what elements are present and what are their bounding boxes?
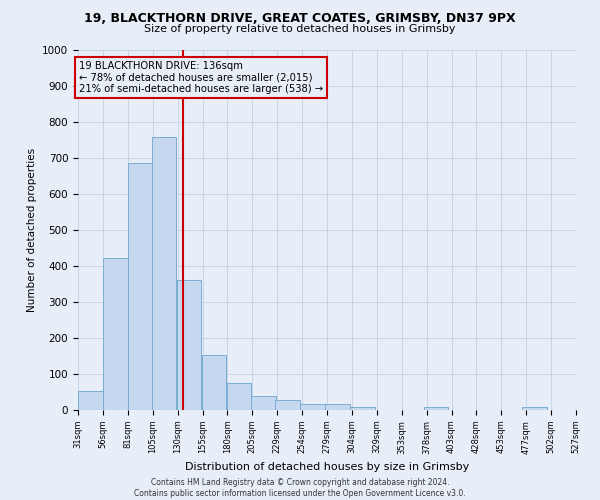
Bar	[523, 407, 547, 410]
Bar	[325, 404, 350, 410]
Y-axis label: Number of detached properties: Number of detached properties	[26, 148, 37, 312]
Bar	[78, 392, 103, 410]
Text: 19 BLACKTHORN DRIVE: 136sqm
← 78% of detached houses are smaller (2,015)
21% of : 19 BLACKTHORN DRIVE: 136sqm ← 78% of det…	[79, 61, 323, 94]
Bar	[275, 400, 300, 410]
Bar	[128, 163, 152, 410]
Bar	[424, 407, 448, 410]
Text: 19, BLACKTHORN DRIVE, GREAT COATES, GRIMSBY, DN37 9PX: 19, BLACKTHORN DRIVE, GREAT COATES, GRIM…	[84, 12, 516, 26]
X-axis label: Distribution of detached houses by size in Grimsby: Distribution of detached houses by size …	[185, 462, 469, 472]
Bar	[350, 407, 374, 410]
Bar	[177, 280, 202, 410]
Bar	[227, 383, 251, 410]
Text: Contains HM Land Registry data © Crown copyright and database right 2024.
Contai: Contains HM Land Registry data © Crown c…	[134, 478, 466, 498]
Bar	[300, 404, 325, 410]
Bar	[103, 258, 128, 410]
Bar	[251, 396, 276, 410]
Bar	[152, 137, 176, 410]
Bar	[202, 356, 226, 410]
Text: Size of property relative to detached houses in Grimsby: Size of property relative to detached ho…	[144, 24, 456, 34]
